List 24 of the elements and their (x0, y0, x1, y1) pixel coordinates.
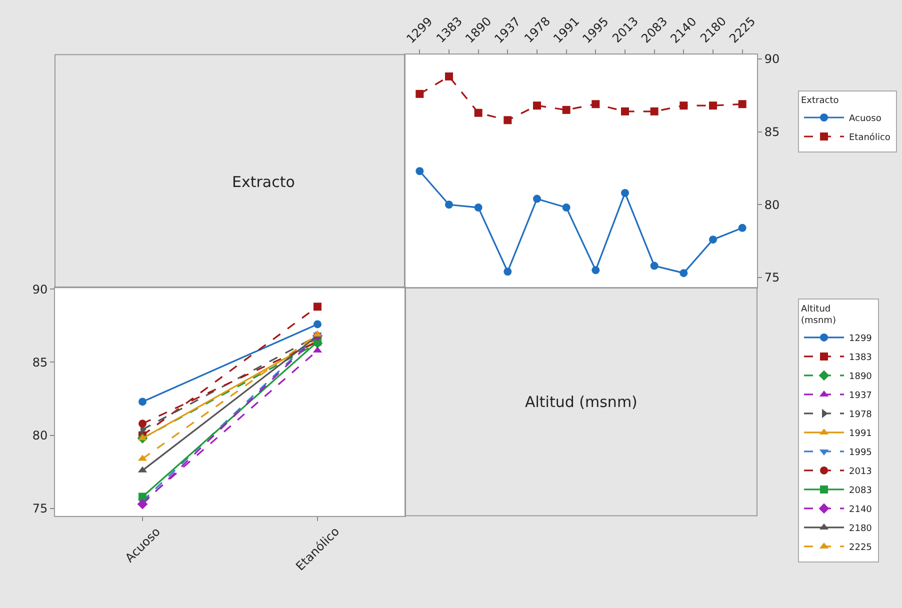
y-tick-label: 90 (764, 52, 780, 66)
legend-title: Extracto (801, 96, 840, 106)
legend-label: 1383 (849, 352, 872, 363)
y-tick-label: 80 (32, 428, 48, 443)
y-tick-label: 75 (764, 270, 780, 285)
legend-label: 1937 (849, 390, 872, 401)
text: Altitud (msnm) (525, 393, 638, 411)
text: Extracto (232, 173, 295, 191)
legend-title: Altitud (msnm) (801, 304, 836, 326)
legend-label: Acuoso (849, 114, 882, 124)
legend-label: 1890 (849, 372, 872, 382)
legend-label: 1299 (849, 334, 872, 344)
legend-label: 2083 (849, 486, 872, 496)
legend-label: 1978 (849, 410, 872, 420)
y-tick-label: 90 (32, 282, 48, 296)
y-tick-label: 85 (32, 355, 48, 370)
legend-label: 2140 (849, 504, 872, 515)
legend-label: 2013 (849, 466, 872, 477)
y-tick-label: 85 (764, 124, 780, 139)
y-tick-label: 80 (764, 198, 780, 212)
y-tick-label: 75 (32, 502, 48, 516)
legend-label: Etanólico (849, 132, 891, 144)
legend-label: 1995 (849, 448, 872, 458)
legend-label: 1991 (849, 428, 872, 439)
